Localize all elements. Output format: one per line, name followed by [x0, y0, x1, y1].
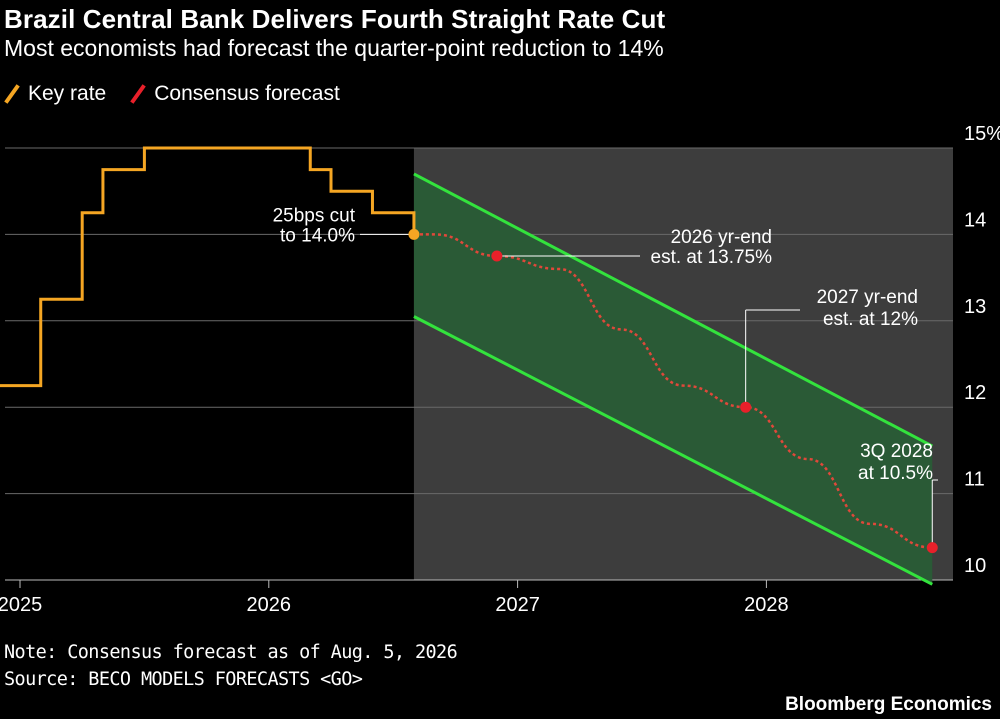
- legend-item-consensus: Consensus forecast: [130, 82, 340, 106]
- annotation-label: to 14.0%: [280, 225, 355, 246]
- chart-subtitle: Most economists had forecast the quarter…: [4, 35, 664, 61]
- y-tick-label: 10: [964, 555, 986, 577]
- y-tick-label: 14: [964, 209, 986, 231]
- band-lower-line: [413, 315, 933, 586]
- forecast-band-fill: [413, 173, 933, 585]
- consensus-forecast-line: [413, 233, 933, 549]
- key-rate-swatch-icon: [4, 84, 20, 104]
- footnote: Note: Consensus forecast as of Aug. 5, 2…: [4, 642, 458, 663]
- annotation-label: 2026 yr-end: [671, 227, 772, 248]
- annotation-label: 25bps cut: [273, 205, 356, 226]
- x-tick-label: 2025: [0, 594, 42, 616]
- chart-title: Brazil Central Bank Delivers Fourth Stra…: [4, 4, 666, 34]
- x-tick-label: 2026: [247, 594, 292, 616]
- consensus-swatch-icon: [130, 84, 147, 104]
- annotation-label: est. at 12%: [823, 309, 918, 330]
- forecast-point: [926, 542, 938, 554]
- legend-item-key-rate: Key rate: [4, 82, 106, 106]
- forecast-point: [491, 250, 503, 262]
- y-tick-label: 11: [964, 469, 985, 491]
- annotation-label: 2027 yr-end: [817, 287, 918, 308]
- legend-label-key-rate: Key rate: [28, 82, 107, 105]
- annotation-label: 3Q 2028: [860, 441, 933, 462]
- source-line: Source: BECO MODELS FORECASTS <GO>: [4, 669, 363, 690]
- x-tick-label: 2027: [495, 594, 540, 616]
- legend: Key rate Consensus forecast: [4, 82, 364, 106]
- annotation-label: est. at 13.75%: [651, 247, 773, 268]
- legend-label-consensus: Consensus forecast: [154, 82, 340, 105]
- y-tick-label: 13: [964, 296, 986, 318]
- y-tick-label: 15%: [964, 123, 1000, 145]
- annotation-label: at 10.5%: [858, 463, 933, 484]
- y-tick-label: 12: [964, 382, 986, 404]
- forecast-point: [740, 401, 752, 413]
- chart-area: 15% 14 13 12 11 10 2025 2026 2027 2028 25bps cutto…: [0, 123, 1000, 616]
- brand-logo: Bloomberg Economics: [785, 694, 992, 715]
- x-tick-label: 2028: [744, 594, 789, 616]
- key-rate-point: [408, 228, 420, 240]
- band-upper-line: [413, 172, 933, 448]
- key-rate-line: [0, 146, 416, 388]
